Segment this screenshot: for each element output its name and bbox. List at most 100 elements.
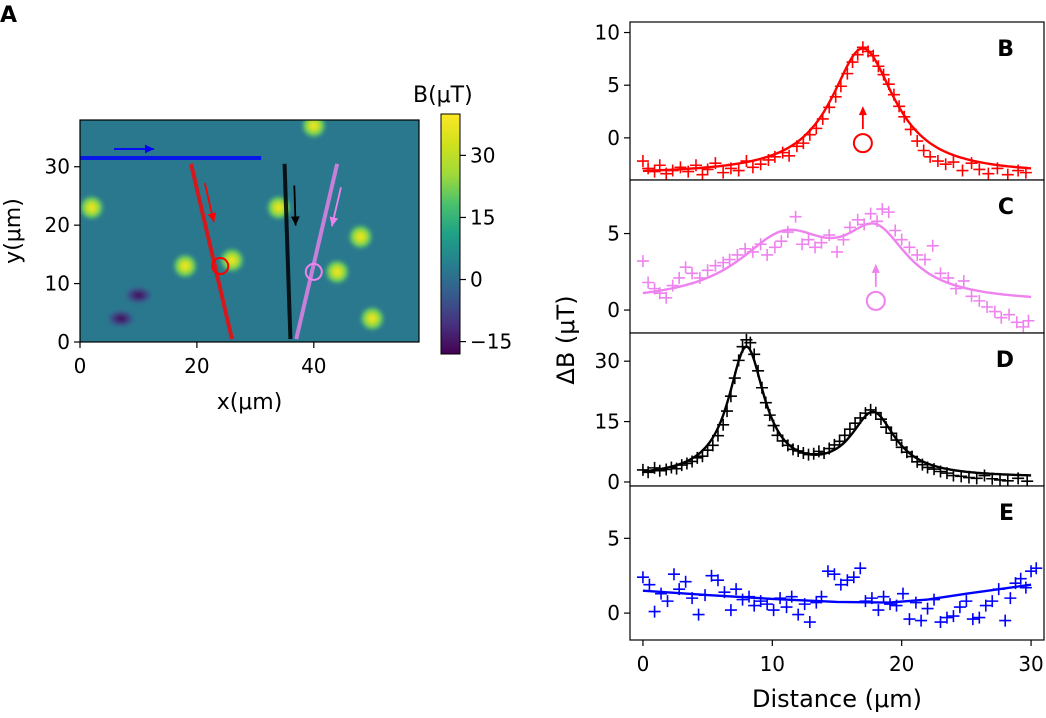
bright-spot-0 bbox=[299, 120, 328, 140]
map-xtick-label-0: 0 bbox=[74, 354, 87, 378]
data-point-E-42 bbox=[896, 587, 909, 600]
data-point-B-46 bbox=[931, 155, 944, 168]
data-point-E-15 bbox=[730, 583, 743, 596]
direction-arrow-C bbox=[329, 187, 342, 227]
data-point-E-9 bbox=[692, 608, 705, 621]
data-point-C-36 bbox=[882, 206, 895, 219]
data-point-D-43 bbox=[843, 423, 856, 436]
data-point-E-52 bbox=[960, 595, 973, 608]
data-point-E-0 bbox=[636, 571, 649, 584]
data-point-B-6 bbox=[674, 161, 687, 174]
line-cut-B bbox=[189, 163, 234, 340]
colorbar-tick-label-2: 0 bbox=[470, 268, 483, 292]
ytick-label-B-2: 0 bbox=[607, 126, 620, 150]
data-point-E-4 bbox=[661, 595, 674, 608]
data-point-C-12 bbox=[717, 256, 730, 269]
profile-xlabel: Distance (μm) bbox=[752, 685, 922, 713]
data-point-D-62 bbox=[947, 469, 960, 482]
data-point-E-25 bbox=[792, 608, 805, 621]
data-point-D-64 bbox=[962, 471, 975, 484]
data-point-D-68 bbox=[994, 473, 1007, 486]
data-point-E-28 bbox=[810, 596, 823, 609]
data-point-E-51 bbox=[953, 601, 966, 614]
profile-panels: 10 5 0 B 5 0 C 30 15 0 D 5 0 E 0 10 20 30 bbox=[595, 21, 1045, 676]
panel-e: 5 0 E 0 10 20 30 bbox=[607, 485, 1045, 676]
data-point-E-23 bbox=[780, 601, 793, 614]
data-point-D-65 bbox=[970, 472, 983, 485]
data-point-E-54 bbox=[973, 611, 986, 624]
direction-arrow-B bbox=[203, 182, 217, 223]
data-point-C-46 bbox=[957, 274, 970, 287]
data-point-C-20 bbox=[775, 235, 788, 248]
map-ytick-label-0: 30 bbox=[45, 155, 70, 179]
data-point-C-8 bbox=[686, 267, 699, 280]
data-point-E-53 bbox=[966, 613, 979, 626]
fit-curve-D bbox=[642, 344, 1032, 477]
data-point-C-18 bbox=[761, 248, 774, 261]
data-point-C-0 bbox=[636, 255, 649, 268]
data-point-B-52 bbox=[982, 167, 995, 180]
xtick-label-0: 0 bbox=[637, 652, 650, 676]
data-point-C-41 bbox=[918, 253, 931, 266]
data-point-E-63 bbox=[1025, 565, 1038, 578]
line-cut-D bbox=[282, 163, 293, 340]
data-point-E-14 bbox=[724, 604, 737, 617]
data-point-C-21 bbox=[781, 226, 794, 239]
ytick-label-E-0: 5 bbox=[607, 526, 620, 550]
data-point-C-22 bbox=[789, 210, 802, 223]
data-point-C-1 bbox=[642, 276, 655, 289]
data-point-D-22 bbox=[744, 336, 757, 349]
ytick-label-C-1: 0 bbox=[607, 298, 620, 322]
data-point-E-30 bbox=[821, 565, 834, 578]
data-point-C-11 bbox=[709, 259, 722, 272]
bright-spot-7 bbox=[358, 304, 387, 333]
data-point-C-42 bbox=[926, 239, 939, 252]
colorbar-label: B(μT) bbox=[413, 83, 473, 108]
data-point-B-50 bbox=[965, 157, 978, 170]
data-point-E-12 bbox=[711, 574, 724, 587]
data-point-C-51 bbox=[995, 311, 1008, 324]
data-point-E-61 bbox=[1014, 572, 1027, 585]
colorbar-tick-label-1: 15 bbox=[470, 205, 495, 229]
data-point-D-47 bbox=[864, 403, 877, 416]
data-point-B-48 bbox=[947, 156, 960, 169]
data-point-E-21 bbox=[767, 604, 780, 617]
data-point-C-53 bbox=[1010, 316, 1023, 329]
data-point-C-47 bbox=[965, 290, 978, 303]
panel-frame-D bbox=[629, 332, 1045, 487]
data-point-E-2 bbox=[648, 605, 661, 618]
data-point-E-33 bbox=[841, 574, 854, 587]
map-xlabel: x(μm) bbox=[217, 390, 283, 415]
data-point-E-18 bbox=[748, 599, 761, 612]
data-point-C-14 bbox=[731, 248, 744, 261]
data-point-E-50 bbox=[947, 610, 960, 623]
bright-spot-4 bbox=[217, 246, 246, 275]
profile-ylabel: ΔB (μT) bbox=[552, 295, 580, 384]
data-point-B-12 bbox=[717, 166, 730, 179]
data-point-E-5 bbox=[667, 568, 680, 581]
data-point-E-3 bbox=[655, 587, 668, 600]
data-point-D-42 bbox=[838, 429, 851, 442]
data-point-B-23 bbox=[797, 137, 810, 150]
panel-a-letter: A bbox=[0, 3, 17, 28]
dark-spot-0 bbox=[104, 308, 137, 329]
direction-arrow-D bbox=[290, 185, 300, 226]
data-point-B-21 bbox=[783, 149, 796, 162]
data-point-C-35 bbox=[876, 203, 889, 216]
data-point-B-47 bbox=[939, 158, 952, 171]
data-point-D-69 bbox=[1001, 474, 1014, 487]
panel-frame-B bbox=[629, 21, 1045, 181]
data-point-C-55 bbox=[1022, 314, 1035, 327]
data-point-E-20 bbox=[761, 598, 774, 611]
data-point-B-10 bbox=[701, 163, 714, 176]
panel-letter-C: C bbox=[998, 195, 1014, 220]
data-point-C-43 bbox=[934, 267, 947, 280]
data-point-C-50 bbox=[988, 305, 1001, 318]
panel-d: 30 15 0 D bbox=[595, 332, 1045, 494]
data-point-B-45 bbox=[924, 150, 937, 163]
colorbar-bar bbox=[440, 113, 461, 355]
data-point-B-7 bbox=[682, 165, 695, 178]
data-point-C-6 bbox=[673, 271, 686, 284]
bright-spot-3 bbox=[346, 222, 375, 251]
ytick-label-E-1: 0 bbox=[607, 601, 620, 625]
